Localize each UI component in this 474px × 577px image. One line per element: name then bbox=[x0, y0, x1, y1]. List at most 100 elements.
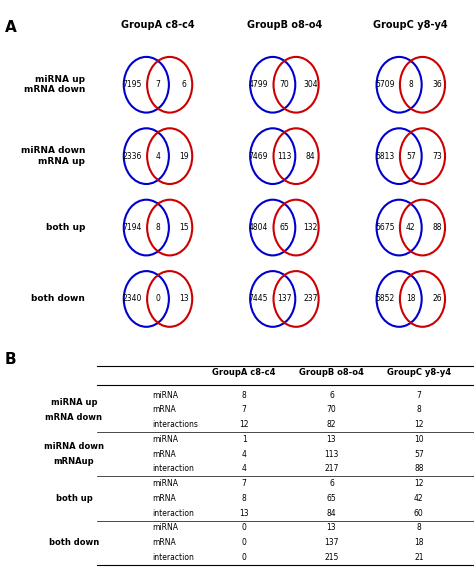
Text: B: B bbox=[5, 352, 17, 367]
Text: 18: 18 bbox=[414, 538, 424, 547]
Text: GroupC y8-y4: GroupC y8-y4 bbox=[374, 20, 448, 30]
Text: GroupA c8-c4: GroupA c8-c4 bbox=[121, 20, 195, 30]
Text: miRNA down
mRNA up: miRNA down mRNA up bbox=[21, 147, 85, 166]
Text: 6: 6 bbox=[329, 391, 334, 399]
Text: 217: 217 bbox=[324, 464, 338, 473]
Text: 13: 13 bbox=[239, 509, 249, 518]
Text: 4: 4 bbox=[155, 152, 160, 160]
Text: 2336: 2336 bbox=[122, 152, 142, 160]
Text: 21: 21 bbox=[414, 553, 424, 562]
Text: miRNA: miRNA bbox=[152, 479, 178, 488]
Text: 60: 60 bbox=[414, 509, 424, 518]
Text: interaction: interaction bbox=[152, 464, 194, 473]
Text: 0: 0 bbox=[242, 523, 246, 533]
Text: 7: 7 bbox=[242, 479, 246, 488]
Text: 4: 4 bbox=[242, 464, 246, 473]
Text: 0: 0 bbox=[242, 538, 246, 547]
Text: 12: 12 bbox=[414, 479, 424, 488]
Text: interactions: interactions bbox=[152, 420, 198, 429]
Text: interaction: interaction bbox=[152, 553, 194, 562]
Text: mRNA: mRNA bbox=[152, 405, 176, 414]
Text: interaction: interaction bbox=[152, 509, 194, 518]
Text: 8: 8 bbox=[417, 523, 421, 533]
Text: 8: 8 bbox=[417, 405, 421, 414]
Text: 73: 73 bbox=[432, 152, 442, 160]
Text: 84: 84 bbox=[306, 152, 315, 160]
Text: both up: both up bbox=[46, 223, 85, 232]
Text: 12: 12 bbox=[239, 420, 249, 429]
Text: 215: 215 bbox=[324, 553, 338, 562]
Text: both down: both down bbox=[49, 538, 99, 547]
Text: 19: 19 bbox=[179, 152, 189, 160]
Text: 6: 6 bbox=[182, 80, 186, 89]
Text: 65: 65 bbox=[327, 494, 337, 503]
Text: 82: 82 bbox=[327, 420, 336, 429]
Text: 7469: 7469 bbox=[249, 152, 268, 160]
Text: miRNA: miRNA bbox=[152, 435, 178, 444]
Text: 65: 65 bbox=[280, 223, 289, 232]
Text: 42: 42 bbox=[414, 494, 424, 503]
Text: 4799: 4799 bbox=[249, 80, 268, 89]
Text: mRNA: mRNA bbox=[152, 494, 176, 503]
Text: 2340: 2340 bbox=[122, 294, 142, 304]
Text: 7195: 7195 bbox=[122, 80, 142, 89]
Text: 113: 113 bbox=[324, 449, 338, 459]
Text: mRNA down: mRNA down bbox=[46, 413, 102, 422]
Text: 7: 7 bbox=[416, 391, 421, 399]
Text: 0: 0 bbox=[155, 294, 160, 304]
Text: mRNA: mRNA bbox=[152, 538, 176, 547]
Text: miRNA down: miRNA down bbox=[44, 442, 104, 451]
Text: GroupA c8-c4: GroupA c8-c4 bbox=[212, 369, 276, 377]
Text: 42: 42 bbox=[406, 223, 416, 232]
Text: GroupB o8-o4: GroupB o8-o4 bbox=[299, 369, 364, 377]
Text: GroupB o8-o4: GroupB o8-o4 bbox=[247, 20, 322, 30]
Text: 7: 7 bbox=[155, 80, 160, 89]
Text: 15: 15 bbox=[179, 223, 189, 232]
Text: 88: 88 bbox=[432, 223, 442, 232]
Text: 26: 26 bbox=[432, 294, 442, 304]
Text: 70: 70 bbox=[280, 80, 289, 89]
Text: 237: 237 bbox=[303, 294, 318, 304]
Text: both down: both down bbox=[31, 294, 85, 304]
Text: both up: both up bbox=[55, 494, 92, 503]
Text: 8: 8 bbox=[409, 80, 413, 89]
Text: 8: 8 bbox=[242, 494, 246, 503]
Text: mRNA: mRNA bbox=[152, 449, 176, 459]
Text: 18: 18 bbox=[406, 294, 416, 304]
Text: 70: 70 bbox=[327, 405, 337, 414]
Text: 88: 88 bbox=[414, 464, 424, 473]
Text: 5813: 5813 bbox=[375, 152, 394, 160]
Text: 7: 7 bbox=[242, 405, 246, 414]
Text: miRNA up: miRNA up bbox=[51, 398, 97, 407]
Text: 6: 6 bbox=[329, 479, 334, 488]
Text: miRNA: miRNA bbox=[152, 523, 178, 533]
Text: 1: 1 bbox=[242, 435, 246, 444]
Text: 7194: 7194 bbox=[122, 223, 142, 232]
Text: 5852: 5852 bbox=[375, 294, 394, 304]
Text: 132: 132 bbox=[303, 223, 318, 232]
Text: 113: 113 bbox=[277, 152, 292, 160]
Text: 57: 57 bbox=[414, 449, 424, 459]
Text: 137: 137 bbox=[324, 538, 339, 547]
Text: 4804: 4804 bbox=[249, 223, 268, 232]
Text: mRNAup: mRNAup bbox=[54, 457, 94, 466]
Text: 4: 4 bbox=[242, 449, 246, 459]
Text: 5709: 5709 bbox=[375, 80, 394, 89]
Text: 84: 84 bbox=[327, 509, 336, 518]
Text: 13: 13 bbox=[179, 294, 189, 304]
Text: 36: 36 bbox=[432, 80, 442, 89]
Text: GroupC y8-y4: GroupC y8-y4 bbox=[387, 369, 451, 377]
Text: 13: 13 bbox=[327, 523, 336, 533]
Text: 0: 0 bbox=[242, 553, 246, 562]
Text: 137: 137 bbox=[277, 294, 292, 304]
Text: 57: 57 bbox=[406, 152, 416, 160]
Text: 304: 304 bbox=[303, 80, 318, 89]
Text: 7445: 7445 bbox=[249, 294, 268, 304]
Text: miRNA: miRNA bbox=[152, 391, 178, 399]
Text: 13: 13 bbox=[327, 435, 336, 444]
Text: 8: 8 bbox=[242, 391, 246, 399]
Text: A: A bbox=[5, 20, 17, 35]
Text: 10: 10 bbox=[414, 435, 424, 444]
Text: miRNA up
mRNA down: miRNA up mRNA down bbox=[24, 75, 85, 95]
Text: 8: 8 bbox=[155, 223, 160, 232]
